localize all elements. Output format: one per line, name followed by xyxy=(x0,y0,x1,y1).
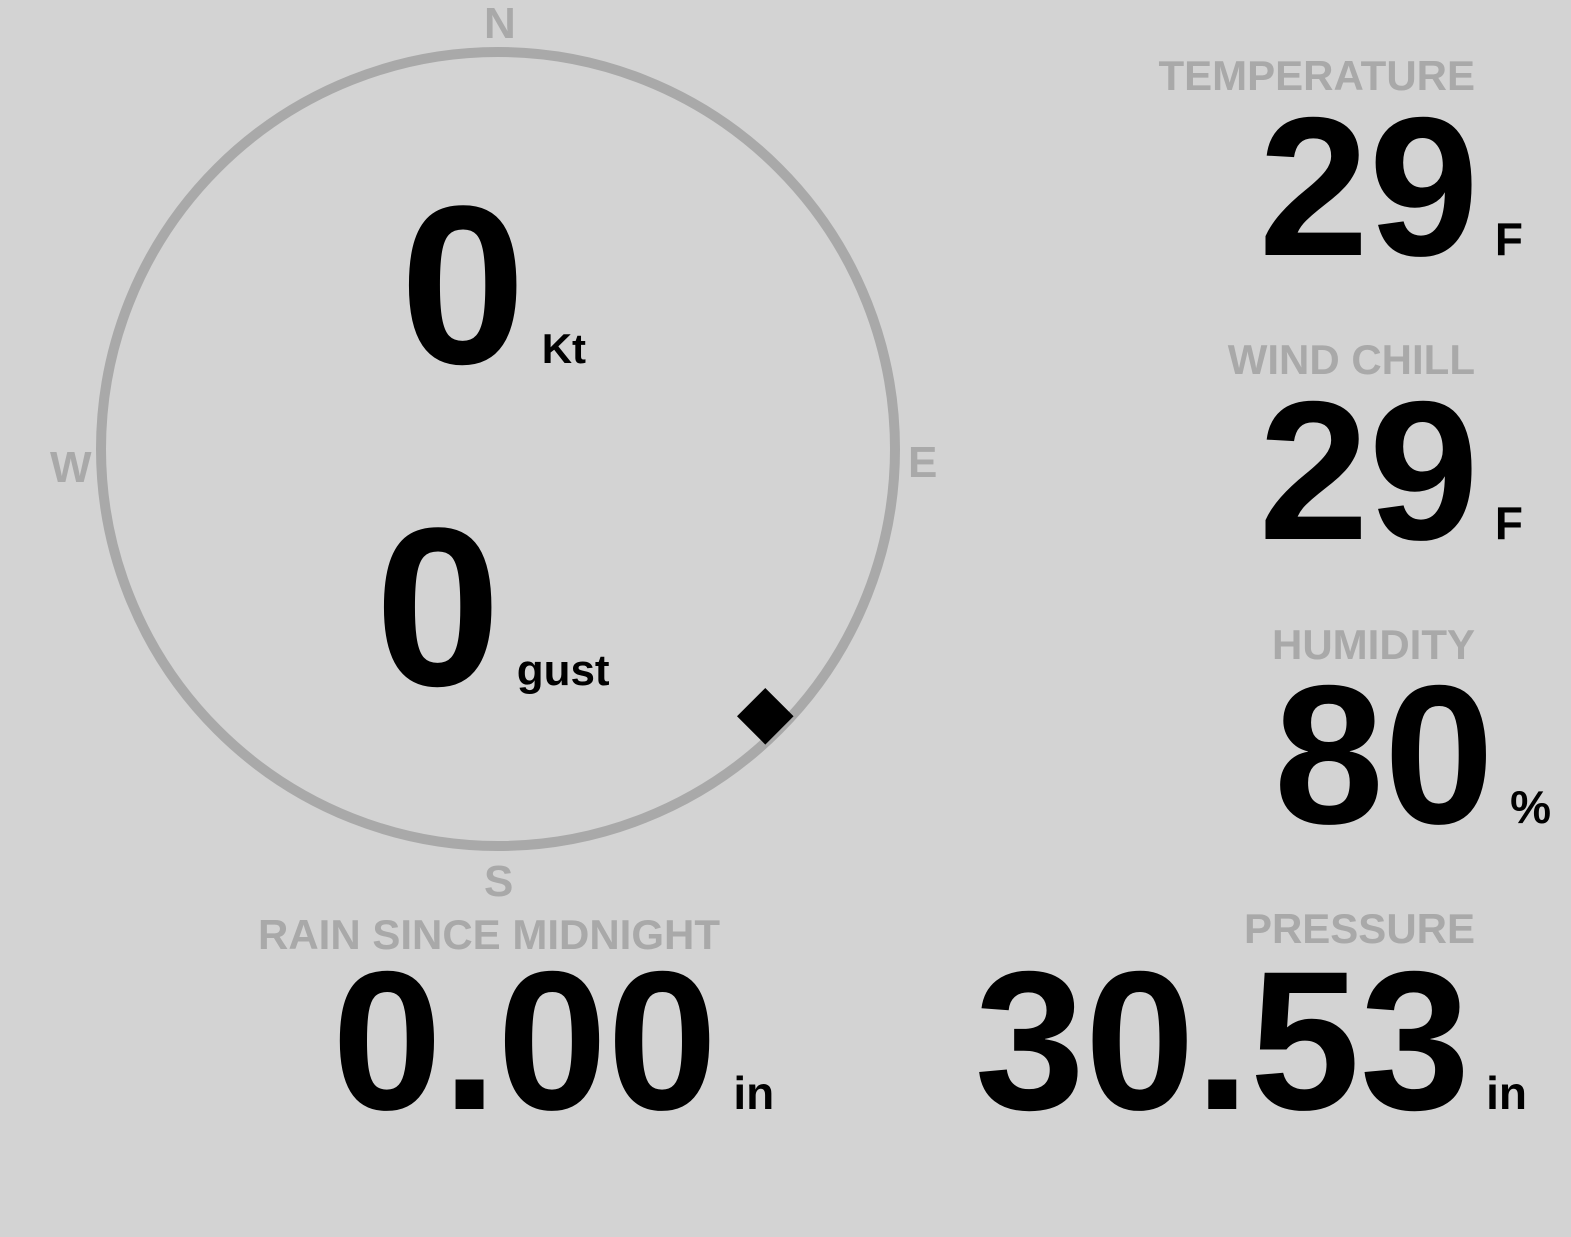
pressure-label: PRESSURE xyxy=(1243,905,1475,952)
compass-east: E xyxy=(908,438,938,487)
rain-row: 0.00 in xyxy=(332,942,774,1140)
wind-chill-row: 29 F xyxy=(1259,372,1523,570)
humidity-card: HUMIDITY xyxy=(1272,624,1475,666)
humidity-row: 80 % xyxy=(1274,656,1551,854)
gust-unit: gust xyxy=(516,646,610,695)
temperature-card: TEMPERATURE xyxy=(1158,55,1475,97)
temperature-value: 29 xyxy=(1258,76,1479,297)
temperature-unit: F xyxy=(1494,213,1523,265)
wind-chill-label: WIND CHILL xyxy=(1227,336,1475,383)
wind-speed-unit: Kt xyxy=(541,325,587,372)
compass-ring xyxy=(96,47,900,851)
wind-direction-marker xyxy=(737,688,794,745)
gust-value: 0 xyxy=(375,480,501,733)
compass-south: S xyxy=(484,857,514,906)
pressure-value: 30.53 xyxy=(974,930,1471,1151)
wind-chill-card: WIND CHILL xyxy=(1228,339,1475,381)
humidity-unit: % xyxy=(1510,781,1551,833)
humidity-label: HUMIDITY xyxy=(1272,621,1475,668)
pressure-row: 30.53 in xyxy=(975,942,1527,1140)
compass-north: N xyxy=(484,0,516,48)
rain-unit: in xyxy=(733,1067,775,1119)
gust-row: 0 gust xyxy=(375,494,610,720)
wind-chill-unit: F xyxy=(1494,497,1523,549)
pressure-unit: in xyxy=(1486,1067,1527,1119)
rain-label: RAIN SINCE MIDNIGHT xyxy=(258,911,720,958)
compass-dial xyxy=(96,47,900,851)
temperature-row: 29 F xyxy=(1259,88,1523,286)
humidity-value: 80 xyxy=(1273,644,1495,865)
rain-value: 0.00 xyxy=(332,930,718,1151)
pressure-card: PRESSURE xyxy=(1244,908,1475,950)
temperature-label: TEMPERATURE xyxy=(1158,52,1475,99)
wind-speed-row: 0 Kt xyxy=(400,172,586,398)
wind-speed-value: 0 xyxy=(400,158,526,411)
wind-chill-value: 29 xyxy=(1258,360,1479,581)
compass-west: W xyxy=(50,443,92,492)
